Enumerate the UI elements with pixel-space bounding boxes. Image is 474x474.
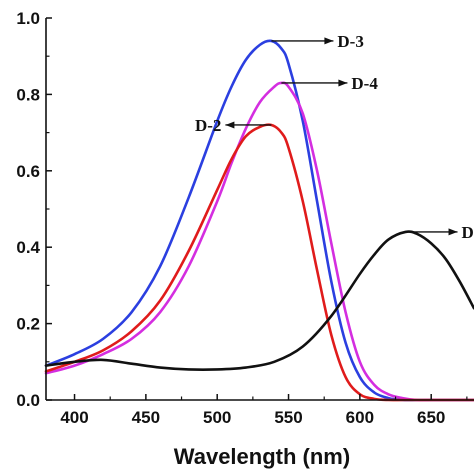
series-line-d-2 [44, 123, 474, 402]
series-label-text: D-4 [351, 74, 378, 93]
x-tick-label: 450 [132, 408, 160, 427]
label-arrow-head [324, 37, 334, 45]
x-tick-label: 550 [274, 408, 302, 427]
y-tick-label: 1.0 [16, 9, 40, 28]
series-label-d-4: D-4 [281, 74, 378, 93]
y-tick-label: 0.6 [16, 162, 40, 181]
y-tick-label: 0.0 [16, 391, 40, 410]
series-line-d [44, 230, 474, 371]
label-arrow-head [448, 228, 458, 236]
series-label-text: D-3 [337, 32, 363, 51]
y-tick-label: 0.4 [16, 238, 40, 257]
x-axis-title: Wavelength (nm) [174, 444, 350, 469]
series-label-d: D [405, 223, 474, 242]
x-tick-label: 600 [346, 408, 374, 427]
series-label-d-2: D-2 [195, 116, 272, 135]
y-tick-label: 0.2 [16, 315, 40, 334]
x-tick-label: 650 [417, 408, 445, 427]
series-label-text: D [462, 223, 474, 242]
y-tick-label: 0.8 [16, 85, 40, 104]
series-line-d-4 [44, 81, 474, 402]
series-label-text: D-2 [195, 116, 221, 135]
x-tick-label: 500 [203, 408, 231, 427]
series-layer [44, 39, 474, 402]
label-arrow-head [338, 79, 348, 87]
label-arrow-head [225, 121, 235, 129]
series-label-d-3: D-3 [271, 32, 364, 51]
axes: 0.0 0.2 0.4 0.6 0.8 1.0 400 450 500 550 600 650 [16, 9, 474, 427]
x-tick-label: 400 [60, 408, 88, 427]
series-label-layer: D-3 D-4 D-2 D [195, 32, 474, 242]
